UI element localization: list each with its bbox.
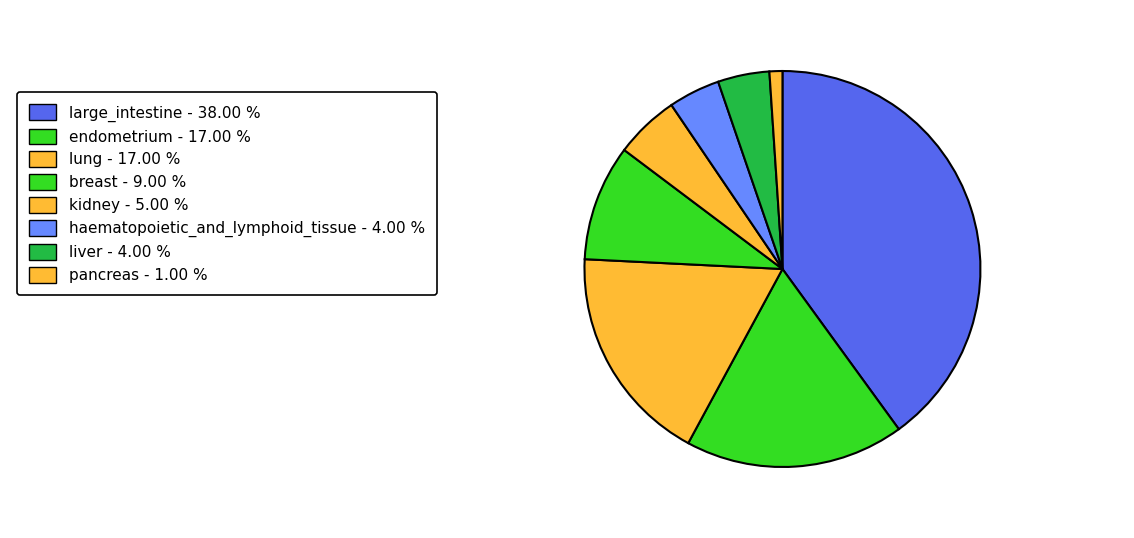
Wedge shape <box>718 72 782 269</box>
Wedge shape <box>584 259 782 443</box>
Wedge shape <box>624 105 782 269</box>
Legend: large_intestine - 38.00 %, endometrium - 17.00 %, lung - 17.00 %, breast - 9.00 : large_intestine - 38.00 %, endometrium -… <box>17 92 437 295</box>
Wedge shape <box>782 71 981 429</box>
Wedge shape <box>769 71 782 269</box>
Wedge shape <box>688 269 899 467</box>
Wedge shape <box>671 82 782 269</box>
Wedge shape <box>585 150 782 269</box>
